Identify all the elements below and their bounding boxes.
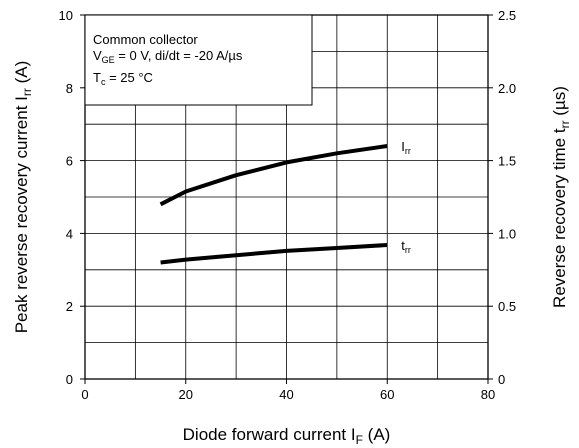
series-line-1: [160, 243, 388, 265]
y-left-tick-label: 6: [66, 154, 73, 169]
annotation-line2: VGE = 0 V, di/dt = -20 A/µs: [93, 48, 243, 65]
series-label-background: [397, 236, 428, 259]
y-right-tick-label: 0: [498, 372, 505, 387]
annotation-line3: Tc = 25 °C: [93, 70, 153, 87]
x-tick-label: 80: [481, 387, 495, 402]
annotation-background: [84, 14, 313, 106]
y-left-axis-title: Peak reverse recovery current Irr (A): [12, 61, 34, 334]
series-line-0: [159, 144, 388, 207]
tick-marks: [80, 14, 493, 384]
series-label-background: [397, 137, 428, 160]
y-right-tick-label: 0.5: [498, 299, 516, 314]
y-left-tick-label: 4: [66, 226, 73, 241]
y-left-tick-label: 8: [66, 81, 73, 96]
series-label-trr: trr: [401, 238, 411, 255]
y-right-tick-label: 2.0: [498, 81, 516, 96]
annotation-line1: Common collector: [93, 32, 198, 47]
y-left-tick-label: 10: [59, 8, 73, 23]
y-right-tick-label: 1.5: [498, 154, 516, 169]
y-right-tick-label: 2.5: [498, 8, 516, 23]
x-axis-title: Diode forward current IF (A): [183, 425, 391, 447]
annotation-box: Common collector VGE = 0 V, di/dt = -20 …: [84, 14, 313, 106]
series-label-irr: Irr: [401, 139, 411, 156]
y-left-tick-label: 0: [66, 372, 73, 387]
x-tick-label: 40: [279, 387, 293, 402]
series-lines: [159, 144, 388, 265]
y-right-tick-label: 1.0: [498, 226, 516, 241]
x-tick-label: 60: [380, 387, 394, 402]
x-tick-label: 0: [81, 387, 88, 402]
y-right-axis-title: Reverse recovery time trr (µs): [550, 86, 572, 308]
x-tick-label: 20: [179, 387, 193, 402]
y-left-tick-label: 2: [66, 299, 73, 314]
